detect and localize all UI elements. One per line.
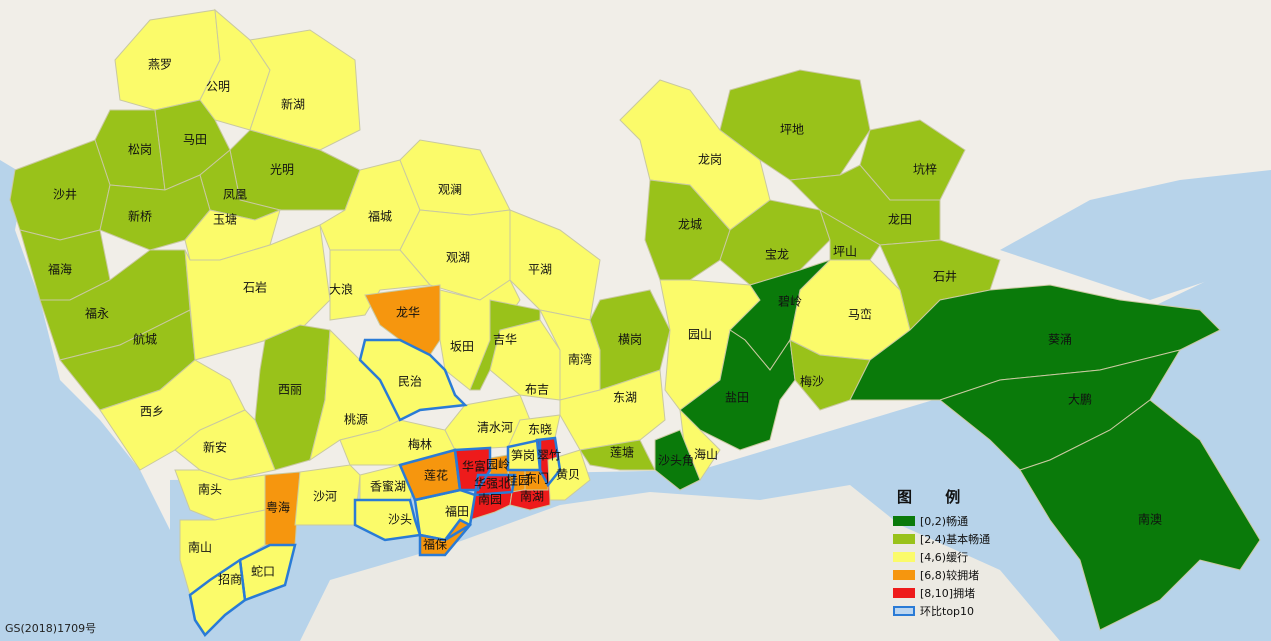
region-沙井[interactable] <box>9 139 111 241</box>
legend-label: [0,2)畅通 <box>920 515 969 528</box>
hong-kong-land <box>300 485 1060 641</box>
legend: 图 例 [0,2)畅通 [2,4)基本畅通 [4,6)缓行 [6,8)较拥堵 [8,10… <box>893 486 990 620</box>
top10-outline <box>238 543 297 602</box>
region-园岭[interactable] <box>489 454 509 476</box>
region-布吉[interactable] <box>489 319 561 401</box>
top10-outline <box>506 438 542 472</box>
region-宝龙[interactable] <box>719 199 831 286</box>
legend-swatch <box>893 534 915 544</box>
top10-outline <box>473 473 517 497</box>
legend-item: [0,2)畅通 <box>893 512 990 530</box>
legend-outline-swatch <box>893 606 915 616</box>
legend-swatch <box>893 552 915 562</box>
legend-swatch <box>893 516 915 526</box>
region-沙头角[interactable] <box>654 429 701 491</box>
top10-outline <box>358 338 468 422</box>
region-沙河[interactable] <box>294 464 361 526</box>
legend-label: [4,6)缓行 <box>920 551 969 564</box>
region-新湖[interactable] <box>249 29 361 151</box>
legend-item: [6,8)较拥堵 <box>893 566 990 584</box>
region-石岩[interactable] <box>184 224 331 361</box>
top10-outline <box>453 446 492 492</box>
legend-label: [8,10]拥堵 <box>920 587 976 600</box>
legend-item: [8,10]拥堵 <box>893 584 990 602</box>
region-龙城[interactable] <box>644 179 731 281</box>
legend-item: [2,4)基本畅通 <box>893 530 990 548</box>
region-粤海[interactable] <box>264 471 301 546</box>
top10-outline <box>418 518 472 557</box>
legend-label: [6,8)较拥堵 <box>920 569 980 582</box>
sea-west <box>0 160 185 641</box>
legend-label: 环比top10 <box>920 605 975 618</box>
top10-outline <box>188 557 247 637</box>
region-吉华[interactable] <box>469 299 541 391</box>
legend-item-top10: 环比top10 <box>893 602 990 620</box>
region-盐田[interactable] <box>679 329 796 451</box>
legend-title: 图 例 <box>897 488 975 506</box>
region-南澳[interactable] <box>1019 399 1261 631</box>
region-莲塘[interactable] <box>579 439 656 471</box>
top10-outline <box>535 436 562 488</box>
legend-swatch <box>893 588 915 598</box>
sea-east-bay <box>1000 170 1271 300</box>
legend-label: [2,4)基本畅通 <box>920 533 991 546</box>
legend-swatch <box>893 570 915 580</box>
legend-item: [4,6)缓行 <box>893 548 990 566</box>
region-平湖[interactable] <box>509 209 601 321</box>
approval-number: GS(2018)1709号 <box>5 622 97 635</box>
